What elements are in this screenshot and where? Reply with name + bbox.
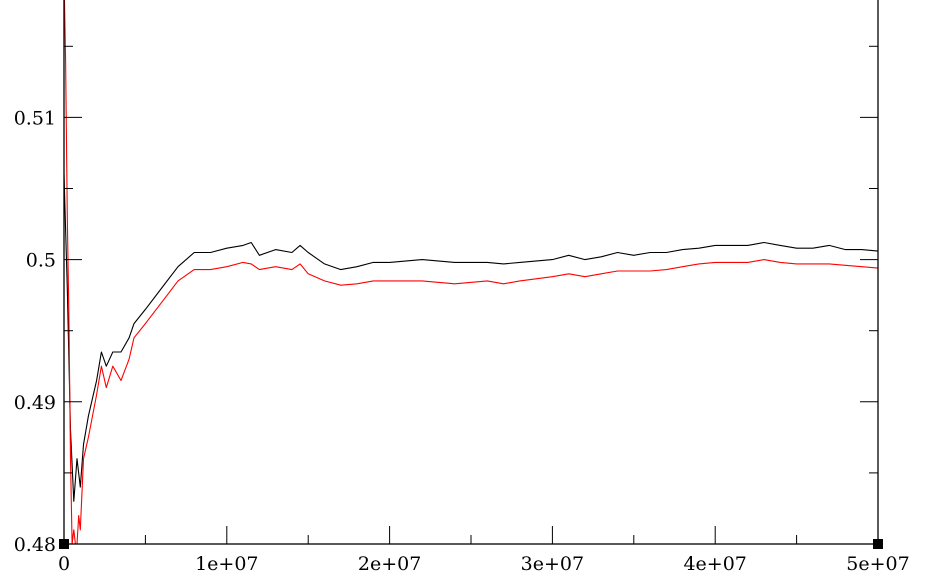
tick-layer <box>63 45 879 545</box>
series-line-1 <box>63 174 879 502</box>
x-tick-label: 4e+07 <box>683 553 746 575</box>
tick-label-layer: 0 1e+07 2e+07 3e+07 4e+07 5e+07 0.48 0.49 0.5 0.5… <box>14 107 910 575</box>
series-line-2 <box>63 0 879 545</box>
x-tick-label: 3e+07 <box>521 553 584 575</box>
plot-frame <box>63 0 879 545</box>
corner-handle-left[interactable] <box>59 539 69 549</box>
y-tick-label: 0.49 <box>14 392 56 414</box>
y-tick-label: 0.51 <box>14 107 56 129</box>
series-layer <box>63 0 879 545</box>
corner-handle-right[interactable] <box>873 539 883 549</box>
y-tick-label: 0.5 <box>26 250 56 272</box>
x-tick-label: 5e+07 <box>846 553 909 575</box>
x-tick-label: 0 <box>58 553 70 575</box>
x-tick-label: 2e+07 <box>358 553 421 575</box>
y-tick-label: 0.48 <box>14 534 56 556</box>
x-tick-label: 1e+07 <box>195 553 258 575</box>
